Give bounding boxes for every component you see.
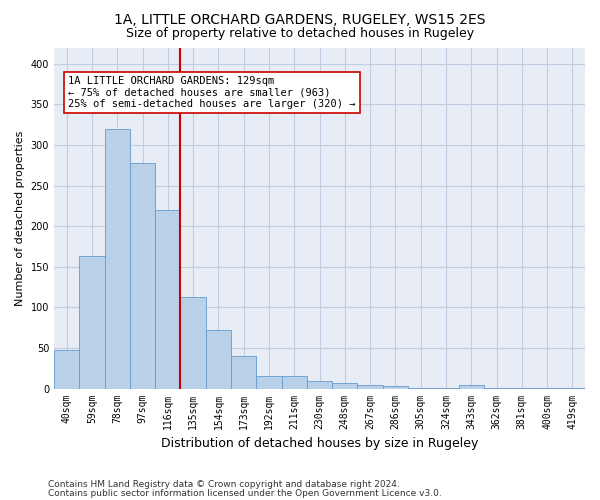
Bar bbox=[79, 256, 104, 388]
Bar bbox=[181, 297, 206, 388]
Bar bbox=[383, 386, 408, 388]
Text: 1A, LITTLE ORCHARD GARDENS, RUGELEY, WS15 2ES: 1A, LITTLE ORCHARD GARDENS, RUGELEY, WS1… bbox=[114, 12, 486, 26]
Bar bbox=[332, 383, 358, 388]
Bar bbox=[281, 376, 307, 388]
Bar bbox=[358, 386, 383, 388]
X-axis label: Distribution of detached houses by size in Rugeley: Distribution of detached houses by size … bbox=[161, 437, 478, 450]
Bar bbox=[130, 163, 155, 388]
Bar bbox=[206, 330, 231, 388]
Bar bbox=[307, 381, 332, 388]
Bar bbox=[54, 350, 79, 389]
Bar bbox=[155, 210, 181, 388]
Text: Contains public sector information licensed under the Open Government Licence v3: Contains public sector information licen… bbox=[48, 488, 442, 498]
Bar bbox=[231, 356, 256, 388]
Text: Size of property relative to detached houses in Rugeley: Size of property relative to detached ho… bbox=[126, 28, 474, 40]
Bar bbox=[256, 376, 281, 388]
Bar bbox=[104, 128, 130, 388]
Text: 1A LITTLE ORCHARD GARDENS: 129sqm
← 75% of detached houses are smaller (963)
25%: 1A LITTLE ORCHARD GARDENS: 129sqm ← 75% … bbox=[68, 76, 355, 109]
Bar bbox=[458, 386, 484, 388]
Y-axis label: Number of detached properties: Number of detached properties bbox=[15, 130, 25, 306]
Text: Contains HM Land Registry data © Crown copyright and database right 2024.: Contains HM Land Registry data © Crown c… bbox=[48, 480, 400, 489]
